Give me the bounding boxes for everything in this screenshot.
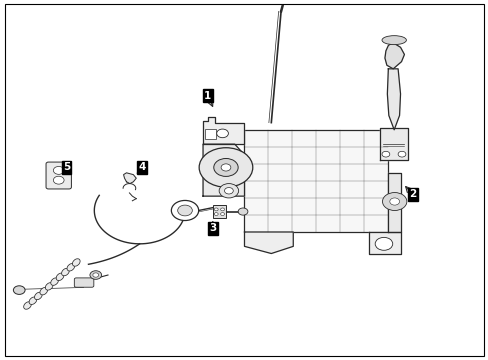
Polygon shape bbox=[379, 128, 407, 160]
Circle shape bbox=[219, 184, 238, 198]
Circle shape bbox=[53, 176, 64, 184]
FancyBboxPatch shape bbox=[205, 129, 216, 139]
Circle shape bbox=[213, 158, 238, 176]
Circle shape bbox=[177, 205, 192, 216]
Circle shape bbox=[93, 273, 99, 277]
Polygon shape bbox=[387, 173, 400, 232]
Circle shape bbox=[381, 151, 389, 157]
FancyBboxPatch shape bbox=[244, 130, 387, 232]
Ellipse shape bbox=[35, 292, 42, 300]
Circle shape bbox=[90, 271, 102, 279]
Polygon shape bbox=[244, 232, 293, 253]
Circle shape bbox=[171, 201, 198, 221]
Circle shape bbox=[13, 286, 25, 294]
Ellipse shape bbox=[45, 283, 53, 290]
Circle shape bbox=[224, 188, 233, 194]
Circle shape bbox=[382, 193, 406, 211]
Polygon shape bbox=[203, 144, 244, 196]
Circle shape bbox=[238, 208, 247, 215]
Circle shape bbox=[374, 237, 392, 250]
Ellipse shape bbox=[381, 36, 406, 45]
FancyBboxPatch shape bbox=[46, 162, 71, 189]
Circle shape bbox=[220, 213, 224, 216]
Polygon shape bbox=[386, 69, 400, 130]
Polygon shape bbox=[203, 117, 244, 144]
Text: 3: 3 bbox=[209, 224, 216, 233]
Text: 5: 5 bbox=[63, 162, 70, 172]
Polygon shape bbox=[123, 173, 136, 184]
Circle shape bbox=[397, 151, 405, 157]
Circle shape bbox=[199, 148, 252, 187]
Polygon shape bbox=[368, 232, 400, 253]
Circle shape bbox=[389, 198, 399, 205]
Ellipse shape bbox=[29, 297, 37, 305]
FancyBboxPatch shape bbox=[74, 278, 94, 287]
Ellipse shape bbox=[23, 302, 31, 309]
Text: 4: 4 bbox=[138, 162, 145, 172]
Circle shape bbox=[220, 208, 224, 211]
Ellipse shape bbox=[61, 268, 69, 276]
Polygon shape bbox=[384, 44, 404, 69]
Circle shape bbox=[53, 166, 64, 174]
FancyBboxPatch shape bbox=[212, 205, 226, 218]
Ellipse shape bbox=[40, 287, 47, 295]
Circle shape bbox=[214, 208, 218, 211]
Ellipse shape bbox=[72, 259, 80, 266]
Ellipse shape bbox=[56, 273, 64, 280]
Circle shape bbox=[216, 129, 228, 138]
Circle shape bbox=[221, 164, 230, 171]
Ellipse shape bbox=[67, 264, 75, 271]
Text: 1: 1 bbox=[204, 91, 211, 101]
Text: 2: 2 bbox=[408, 189, 415, 199]
Ellipse shape bbox=[51, 278, 59, 285]
Circle shape bbox=[214, 213, 218, 216]
